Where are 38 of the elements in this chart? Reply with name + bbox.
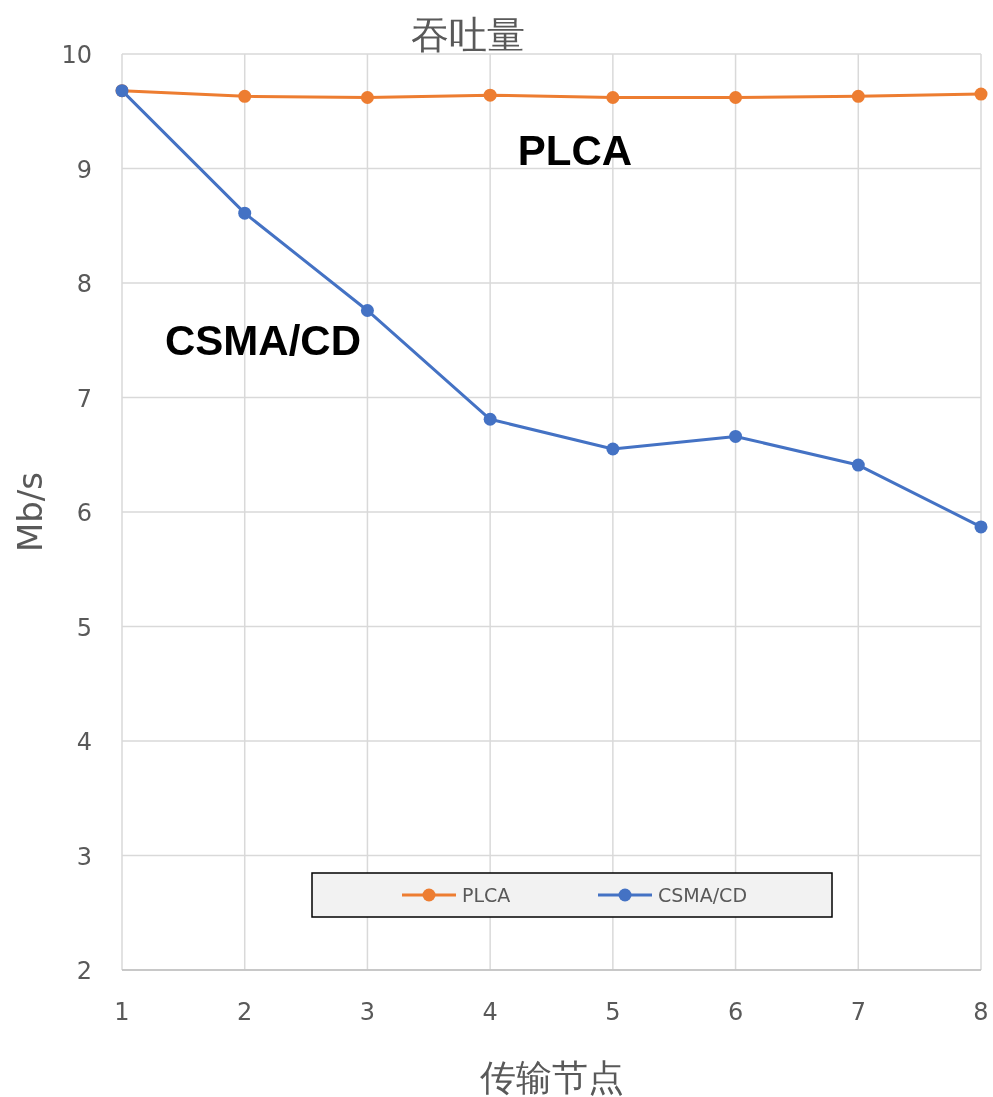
point xyxy=(729,429,743,443)
legend-label: PLCA xyxy=(462,884,511,906)
y-tick-label: 5 xyxy=(76,613,92,642)
y-tick-label: 4 xyxy=(76,728,92,756)
point xyxy=(483,88,497,102)
chart-title: 吞吐量 xyxy=(411,13,525,57)
y-tick-label: 9 xyxy=(76,155,92,184)
x-tick-label: 7 xyxy=(850,998,866,1026)
point xyxy=(729,91,743,105)
point xyxy=(974,520,988,534)
y-tick-label: 6 xyxy=(76,499,92,527)
point xyxy=(360,303,374,317)
point xyxy=(606,91,620,105)
x-tick-label: 1 xyxy=(114,998,130,1026)
y-tick-label: 2 xyxy=(76,957,92,985)
y-tick-label: 8 xyxy=(76,270,92,298)
x-tick-label: 3 xyxy=(359,998,376,1026)
x-tick-label: 4 xyxy=(482,998,498,1026)
point xyxy=(483,412,497,426)
x-tick-label: 6 xyxy=(727,998,744,1026)
x-axis-title: 传输节点 xyxy=(480,1057,624,1097)
y-axis-title: Mb/s xyxy=(10,471,50,553)
point xyxy=(974,87,988,101)
point xyxy=(238,206,252,220)
point xyxy=(238,89,252,103)
x-tick-label: 2 xyxy=(237,998,253,1026)
point xyxy=(360,91,374,105)
annotation: PLCA xyxy=(517,127,633,174)
x-tick-label: 8 xyxy=(973,998,989,1026)
x-tick-label: 5 xyxy=(605,998,621,1026)
y-tick-label: 7 xyxy=(76,384,92,413)
point xyxy=(851,458,865,472)
legend-label: CSMA/CD xyxy=(658,884,748,906)
point xyxy=(851,89,865,103)
y-tick-label: 10 xyxy=(61,41,92,69)
annotation: CSMA/CD xyxy=(165,317,361,364)
point xyxy=(606,442,620,456)
y-tick-label: 3 xyxy=(76,842,92,871)
